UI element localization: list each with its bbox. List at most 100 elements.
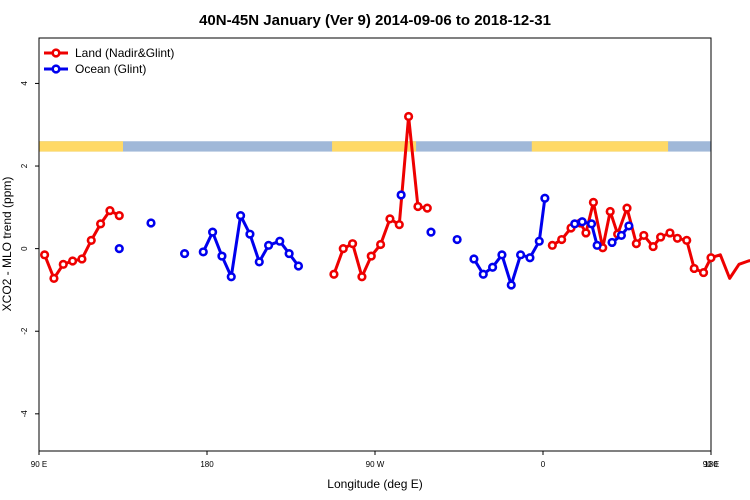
data-point [426,227,436,237]
data-point [293,261,304,271]
data-point [682,235,692,245]
data-point [581,228,591,238]
data-point [689,263,699,274]
data-point [577,217,587,227]
data-point [284,248,294,259]
legend-label: Ocean (Glint) [75,62,146,76]
y-tick-label: 4 [20,81,29,86]
data-point [639,230,649,241]
data-point [515,250,526,260]
data-point [570,219,580,229]
data-point [672,233,683,243]
data-point [348,239,358,249]
legend-label: Land (Nadir&Glint) [75,46,174,60]
data-point [67,256,78,266]
data-point [622,203,632,213]
series-ocean [114,190,634,290]
data-point [540,193,550,203]
data-point [588,197,599,207]
data-point [665,228,675,238]
x-axis-label: Longitude (deg E) [327,477,422,491]
data-point [254,257,264,267]
data-point [394,220,404,230]
data-point [706,253,716,263]
data-point [245,229,255,239]
data-point [114,210,124,221]
y-tick-label: 0 [20,246,29,251]
data-point [698,267,709,278]
data-point [264,240,274,250]
x-tick-label: 180 [200,460,214,469]
data-point [77,254,87,264]
series-line [43,209,120,280]
data-point [469,254,479,264]
data-point [338,244,348,254]
y-tick-label: 2 [20,163,29,168]
legend: Land (Nadir&Glint) Ocean (Glint) [44,46,174,76]
data-point [648,241,658,252]
data-point [217,251,227,261]
data-point [396,190,406,200]
data-point [226,272,236,282]
data-point [376,239,386,250]
data-point [605,206,615,217]
data-point [488,262,498,272]
data-point [413,201,423,212]
data-point [547,240,557,250]
y-tick-label: -2 [20,327,29,335]
data-point [198,247,208,257]
series-land [39,111,750,283]
data-point [525,253,535,263]
x-tick-label: 0 [541,460,546,469]
land-ocean-band [39,141,711,152]
series-line [551,200,750,280]
data-point [655,232,666,242]
data-point [95,219,106,229]
legend-marker [51,48,61,58]
data-point [208,227,218,237]
data-point [236,210,246,221]
series-line [332,114,428,279]
data-point [86,235,96,245]
data-point [557,234,567,245]
data-point [39,250,50,260]
data-point [180,248,190,259]
data-point [631,239,641,249]
data-point [275,236,285,246]
data-point [404,111,414,122]
data-point [49,273,59,283]
data-point [586,219,597,229]
land-band-segment [332,141,417,152]
data-point [607,237,617,248]
data-point [146,218,156,228]
data-point [506,280,516,290]
data-point [114,244,124,254]
chart-title: 40N-45N January (Ver 9) 2014-09-06 to 20… [199,12,551,29]
data-point [452,234,462,245]
series-group [39,111,750,290]
data-point [422,203,432,213]
y-axis: -4 -2 0 2 4 [20,81,39,418]
data-point [357,272,367,282]
data-point [329,269,339,279]
x-tick-label: 90 E [31,460,47,469]
data-point [58,259,68,269]
land-band-segment [531,141,669,152]
data-point [105,206,115,216]
data-point [624,221,634,231]
x-tick-label: 90 E [703,460,719,469]
y-tick-label: -4 [20,410,29,418]
x-tick-label: 180 [704,460,718,469]
data-point [478,269,488,279]
land-band-segment [39,141,123,152]
data-point [385,214,395,224]
data-point [497,250,507,260]
legend-marker [51,64,61,74]
data-point [366,251,376,261]
data-point [592,240,602,250]
data-point [616,230,627,241]
data-point [534,236,544,246]
x-tick-label: 90 W [366,460,385,469]
